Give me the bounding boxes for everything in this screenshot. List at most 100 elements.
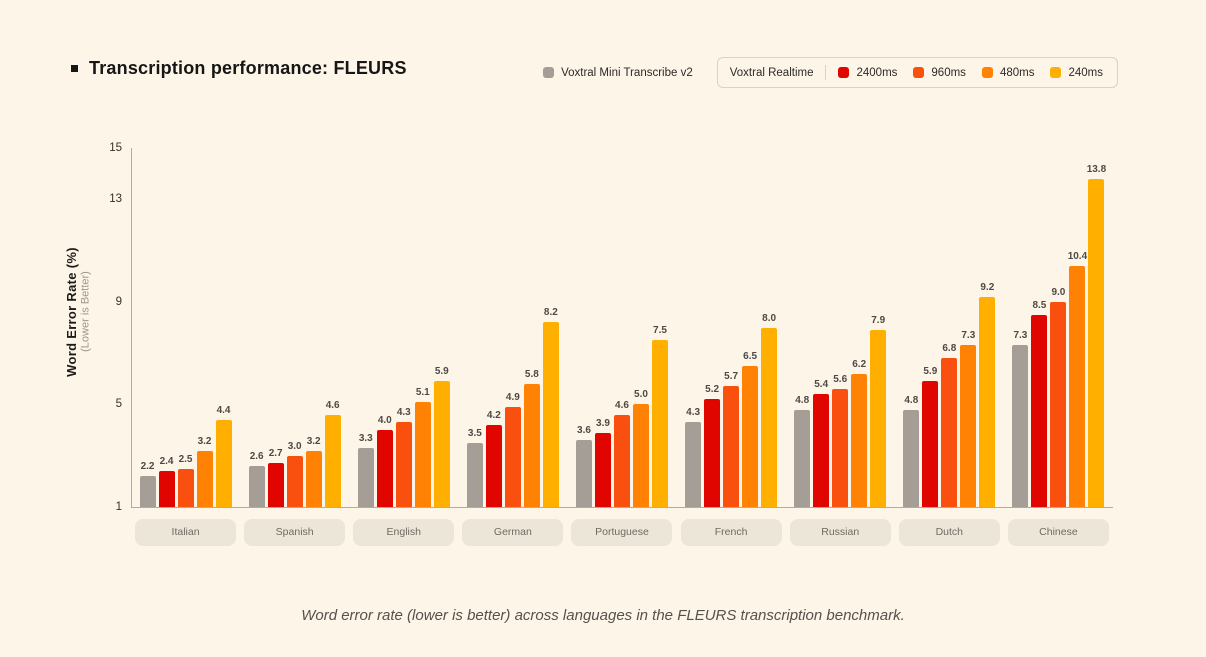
legend-swatch-2400ms — [838, 67, 850, 78]
category-slot-russian: Russian — [786, 519, 895, 546]
bar-value-label: 2.2 — [140, 461, 155, 473]
bar-english-voxtral-realtime-480ms: 5.1 — [414, 387, 431, 507]
bar-dutch-voxtral-realtime-240ms: 9.2 — [979, 282, 996, 507]
bar-group-portuguese: 3.6 3.9 4.6 5.0 7.5 — [567, 148, 676, 507]
bar-value-label: 3.2 — [306, 435, 321, 447]
bar-value-label: 7.3 — [961, 330, 976, 342]
legend-label-240ms: 240ms — [1068, 66, 1103, 79]
bar-italian-voxtral-realtime-2400ms: 2.4 — [158, 456, 175, 507]
category-label-portuguese: Portuguese — [571, 519, 673, 546]
category-label-italian: Italian — [135, 519, 237, 546]
bar-value-label: 10.4 — [1067, 250, 1088, 262]
bar-italian-voxtral-realtime-240ms: 4.4 — [215, 405, 232, 507]
chart-header: Transcription performance: FLEURS — [71, 58, 407, 79]
legend-swatch-240ms — [1050, 67, 1062, 78]
bar-russian-voxtral-realtime-240ms: 7.9 — [870, 315, 887, 507]
bar-group-french: 4.3 5.2 5.7 6.5 8.0 — [677, 148, 786, 507]
bar-value-label: 4.3 — [686, 407, 701, 419]
category-slot-german: German — [458, 519, 567, 546]
bar-value-label: 4.8 — [795, 394, 810, 406]
category-slot-chinese: Chinese — [1004, 519, 1113, 546]
bar-german-voxtral-mini-transcribe-v2: 3.5 — [466, 428, 483, 507]
legend-divider — [825, 65, 827, 80]
bar-dutch-voxtral-realtime-2400ms: 5.9 — [922, 366, 939, 507]
bar-value-label: 3.3 — [358, 433, 373, 445]
category-label-english: English — [353, 519, 455, 546]
bar-russian-voxtral-realtime-2400ms: 5.4 — [813, 379, 830, 507]
bar-value-label: 2.6 — [249, 450, 264, 462]
bar-spanish-voxtral-realtime-480ms: 3.2 — [305, 436, 322, 507]
category-slot-english: English — [349, 519, 458, 546]
bar-spanish-voxtral-realtime-240ms: 4.6 — [324, 400, 341, 507]
bar-french-voxtral-realtime-960ms: 5.7 — [723, 371, 740, 507]
bar-value-label: 5.9 — [434, 366, 449, 378]
bar-portuguese-voxtral-realtime-2400ms: 3.9 — [594, 418, 611, 507]
bar-spanish-voxtral-realtime-2400ms: 2.7 — [267, 448, 284, 507]
y-tick-15: 15 — [109, 142, 122, 154]
category-label-german: German — [462, 519, 564, 546]
legend-label-2400ms: 2400ms — [856, 66, 898, 79]
bar-french-voxtral-mini-transcribe-v2: 4.3 — [685, 407, 702, 507]
category-slot-spanish: Spanish — [240, 519, 349, 546]
bar-value-label: 7.3 — [1013, 330, 1028, 342]
bar-value-label: 6.5 — [743, 350, 758, 362]
y-axis-line — [131, 148, 132, 507]
bar-spanish-voxtral-mini-transcribe-v2: 2.6 — [248, 451, 265, 507]
bar-value-label: 6.2 — [852, 358, 867, 370]
bar-dutch-voxtral-mini-transcribe-v2: 4.8 — [903, 395, 920, 507]
bar-french-voxtral-realtime-240ms: 8.0 — [761, 313, 778, 507]
y-tick-1: 1 — [115, 501, 122, 513]
bar-value-label: 3.0 — [287, 440, 302, 452]
bar-russian-voxtral-realtime-960ms: 5.6 — [832, 374, 849, 507]
bar-german-voxtral-realtime-240ms: 8.2 — [542, 307, 559, 507]
legend-item-480ms: 480ms — [981, 66, 1035, 79]
bar-italian-voxtral-mini-transcribe-v2: 2.2 — [139, 461, 156, 507]
legend-item-240ms: 240ms — [1050, 67, 1103, 79]
bar-value-label: 8.0 — [762, 312, 777, 324]
x-axis-line — [131, 507, 1113, 508]
bar-value-label: 3.9 — [596, 417, 610, 429]
bar-value-label: 3.5 — [467, 427, 482, 439]
legend-latency-items: 2400ms 960ms 480ms 240ms — [838, 67, 1105, 79]
page-title: Transcription performance: FLEURS — [89, 58, 407, 78]
legend-item-mini-transcribe: Voxtral Mini Transcribe v2 — [543, 67, 693, 79]
category-label-dutch: Dutch — [898, 519, 1000, 546]
bar-group-russian: 4.8 5.4 5.6 6.2 7.9 — [786, 148, 895, 507]
bar-value-label: 7.5 — [653, 325, 667, 337]
bar-value-label: 5.0 — [634, 389, 648, 401]
bar-value-label: 4.4 — [216, 404, 231, 416]
category-label-french: French — [680, 519, 782, 546]
bar-value-label: 4.0 — [377, 415, 392, 427]
legend-label-480ms: 480ms — [999, 66, 1035, 79]
bar-portuguese-voxtral-realtime-480ms: 5.0 — [632, 389, 649, 507]
bar-value-label: 5.2 — [705, 384, 720, 396]
category-slot-italian: Italian — [131, 519, 240, 546]
bar-group-dutch: 4.8 5.9 6.8 7.3 9.2 — [895, 148, 1004, 507]
legend-swatch-gray — [543, 67, 555, 78]
category-label-spanish: Spanish — [244, 519, 346, 546]
legend-swatch-480ms — [981, 67, 993, 78]
chart-caption: Word error rate (lower is better) across… — [301, 607, 905, 624]
bar-value-label: 4.9 — [505, 392, 520, 403]
legend-label-mini: Voxtral Mini Transcribe v2 — [561, 66, 693, 79]
bar-groups: 2.2 2.4 2.5 3.2 4.4 2.6 2.7 3.0 3.2 4.6 3.3 4.0 4.3 5… — [131, 148, 1113, 507]
bar-value-label: 6.8 — [942, 343, 957, 355]
bar-value-label: 2.7 — [268, 448, 283, 460]
bar-french-voxtral-realtime-2400ms: 5.2 — [704, 384, 721, 507]
bar-portuguese-voxtral-realtime-960ms: 4.6 — [613, 400, 630, 507]
y-tick-13: 13 — [109, 193, 122, 206]
category-label-russian: Russian — [789, 519, 891, 546]
bar-russian-voxtral-realtime-480ms: 6.2 — [851, 359, 868, 507]
bar-value-label: 5.9 — [923, 366, 938, 378]
bar-value-label: 5.7 — [724, 371, 739, 383]
bar-russian-voxtral-mini-transcribe-v2: 4.8 — [794, 395, 811, 507]
bar-value-label: 4.2 — [486, 409, 501, 421]
bar-value-label: 2.4 — [159, 456, 174, 468]
y-tick-9: 9 — [115, 295, 122, 308]
bar-english-voxtral-realtime-960ms: 4.3 — [395, 407, 412, 507]
bar-french-voxtral-realtime-480ms: 6.5 — [742, 351, 759, 507]
bar-chinese-voxtral-realtime-2400ms: 8.5 — [1031, 300, 1048, 507]
bar-group-italian: 2.2 2.4 2.5 3.2 4.4 — [131, 148, 240, 507]
bar-chinese-voxtral-realtime-480ms: 10.4 — [1068, 251, 1087, 507]
